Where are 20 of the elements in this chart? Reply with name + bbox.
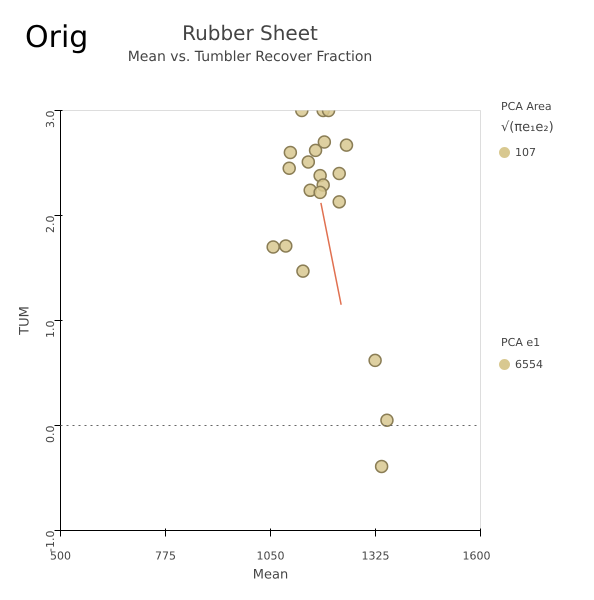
y-tick-label: 0.0 xyxy=(44,425,57,443)
y-tick-label: 3.0 xyxy=(44,110,57,128)
x-tick-label: 1600 xyxy=(462,550,491,562)
text: 6554 xyxy=(515,357,543,373)
text: √(πe₁e₂) xyxy=(501,119,554,137)
x-tick-label: 775 xyxy=(155,550,176,562)
x-tick-label: 1050 xyxy=(256,550,285,562)
y-tick-label: -1.0 xyxy=(44,530,57,552)
chart-subtitle: Mean vs. Tumbler Recover Fraction xyxy=(128,49,372,65)
x-tick-label: 1325 xyxy=(362,550,390,562)
text: Orig xyxy=(25,19,88,57)
x-tick-label: 500 xyxy=(50,550,71,562)
x-axis-title: Mean xyxy=(252,568,288,582)
y-tick-label: 2.0 xyxy=(44,215,57,233)
text: PCA Area xyxy=(501,99,552,115)
text: 107 xyxy=(515,145,536,161)
y-axis-title: TUM xyxy=(18,306,32,336)
text: PCA e1 xyxy=(501,335,540,351)
chart-title: Rubber Sheet xyxy=(182,21,318,45)
y-tick-label: 1.0 xyxy=(44,320,57,338)
